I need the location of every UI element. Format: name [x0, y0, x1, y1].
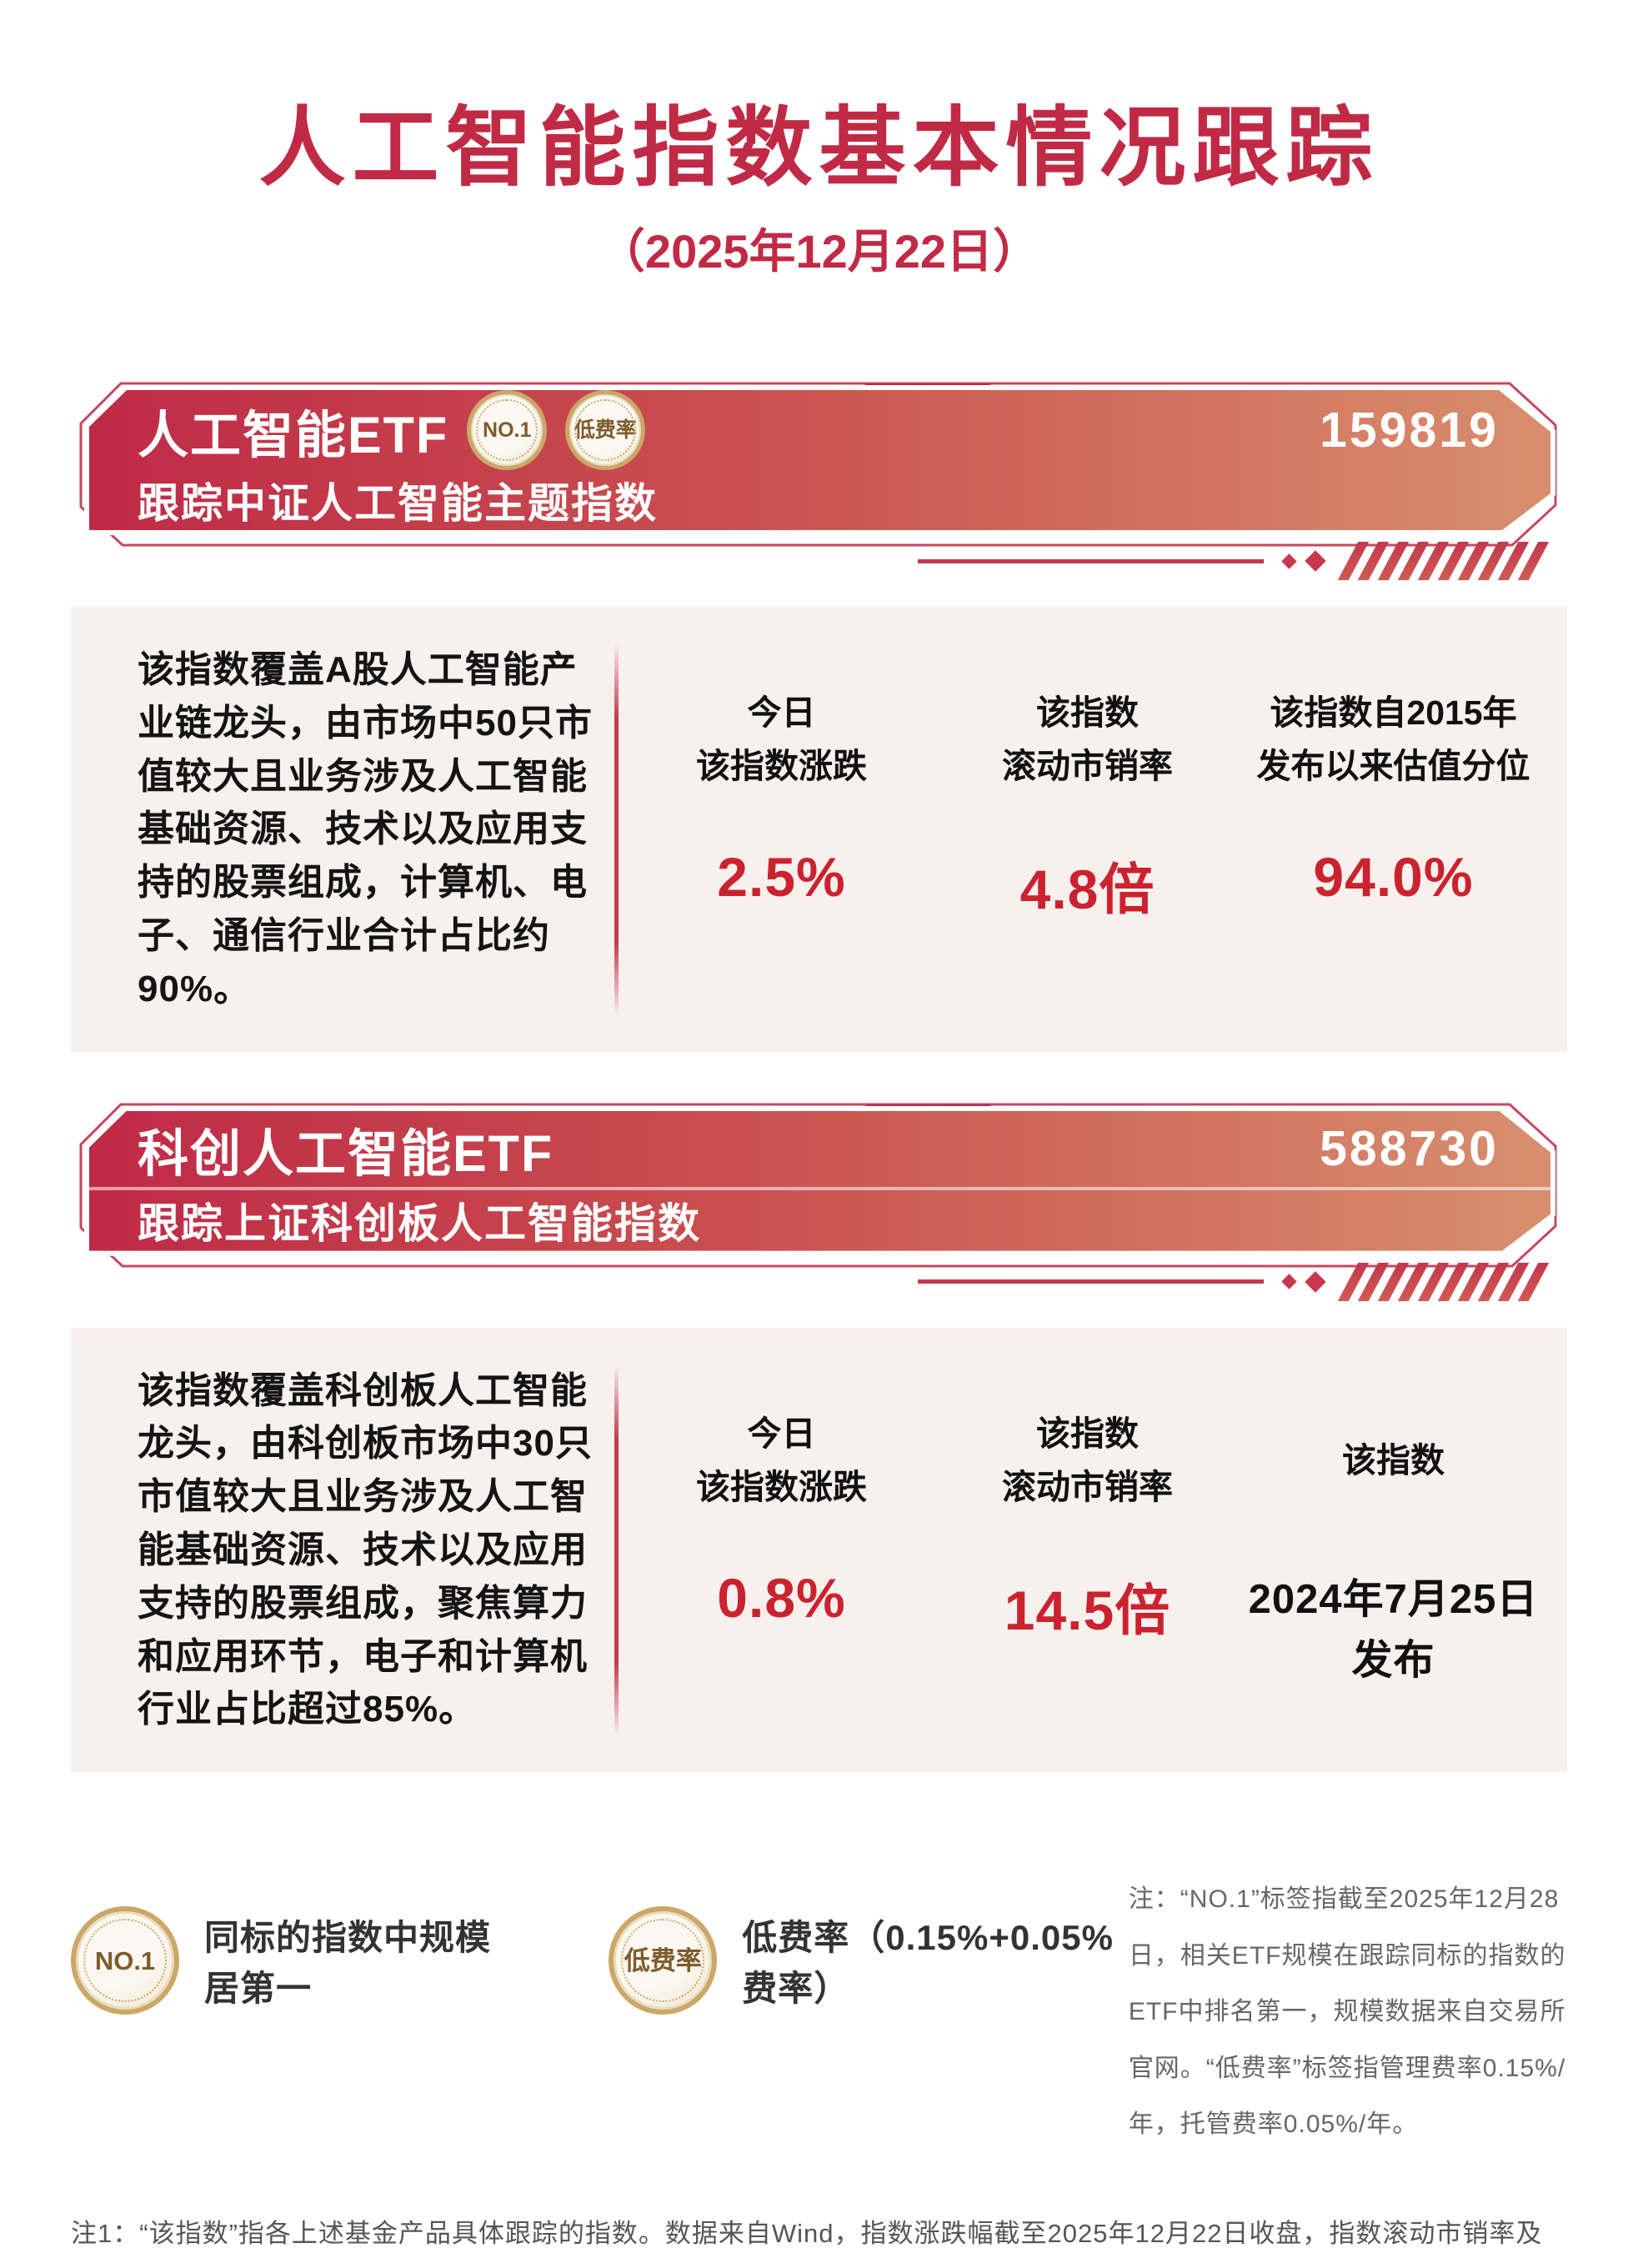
low-fee-medal-text: 低费率 [624, 1945, 702, 1975]
diamond-icon [1281, 1274, 1297, 1289]
deco-row [918, 540, 1550, 582]
low-fee-badge-text: 低费率 [574, 418, 637, 442]
etf-name: 人工智能ETF [138, 406, 449, 463]
etf-card-ai-body: 该指数覆盖A股人工智能产业链龙头，由市场中50只市值较大且业务涉及人工智能基础资… [71, 607, 1567, 1053]
stat-label: 今日 该指数涨跌 [696, 1414, 867, 1506]
badge-explanation-note: 注：“NO.1”标签指截至2025年12月28日，相关ETF规模在跟踪同标的指数… [1128, 1885, 1566, 2139]
vertical-divider [614, 643, 619, 1016]
etf-name: 科创人工智能ETF [138, 1124, 554, 1182]
slash-decoration [1337, 542, 1550, 580]
etf-card-star-ai-body: 该指数覆盖科创板人工智能龙头，由科创板市场中30只市值较大且业务涉及人工智能基础… [71, 1327, 1567, 1774]
stat-valuation-percentile: 该指数自2015年 发布以来估值分位 94.0% [1240, 683, 1546, 1016]
disclaimer-notes: 注1：“该指数”指各上述基金产品具体跟踪的指数。数据来自Wind，指数涨跌幅截至… [71, 2206, 1567, 2268]
deco-row [918, 1261, 1550, 1303]
etf-code: 588730 [1320, 1121, 1499, 1177]
slash-decoration [1337, 1262, 1550, 1301]
index-description: 该指数覆盖A股人工智能产业链龙头，由市场中50只市值较大且业务涉及人工智能基础资… [138, 649, 593, 1009]
no1-medal-icon: NO.1 [71, 1906, 179, 2015]
vertical-divider [614, 1364, 619, 1737]
deco-line [918, 558, 1264, 563]
stat-label: 该指数 滚动市销率 [1002, 1414, 1173, 1506]
stat-value: 14.5倍 [1004, 1579, 1171, 1641]
diamond-icon [1305, 550, 1326, 572]
stat-label: 该指数 滚动市销率 [1002, 693, 1173, 785]
stat-value: 2024年7月25日 发布 [1248, 1576, 1539, 1684]
low-fee-medal-group: 低费率 低费率（0.15%+0.05%费率） [609, 1906, 1129, 2015]
banner-divider [89, 1187, 1550, 1190]
page-title: 人工智能指数基本情况跟踪 [258, 100, 1380, 197]
banner: 人工智能ETF NO.1 低费率 159819 跟踪中证人工智能主题指数 [89, 390, 1550, 530]
etf-code: 159819 [1320, 403, 1499, 458]
banner-title-row: 人工智能ETF NO.1 低费率 159819 [89, 390, 1550, 470]
stat-value: 0.8% [717, 1566, 846, 1629]
low-fee-badge-icon: 低费率 [565, 390, 645, 470]
etf-card-ai: 人工智能ETF NO.1 低费率 159819 跟踪中证人工智能主题指数 [71, 375, 1567, 1053]
etf-subtitle: 跟踪中证人工智能主题指数 [138, 480, 658, 527]
etf-subtitle: 跟踪上证科创板人工智能指数 [138, 1200, 701, 1248]
diamond-icon [1305, 1270, 1326, 1293]
low-fee-medal-icon: 低费率 [609, 1906, 718, 2015]
deco-line [918, 1279, 1264, 1284]
stat-value: 94.0% [1313, 846, 1474, 908]
footer-row: NO.1 同标的指数中规模居第一 低费率 低费率（0.15%+0.05%费率） … [71, 1871, 1567, 2153]
stat-label: 该指数 [1342, 1440, 1445, 1479]
banner-frame: 人工智能ETF NO.1 低费率 159819 跟踪中证人工智能主题指数 [84, 385, 1555, 535]
note-1: 注1：“该指数”指各上述基金产品具体跟踪的指数。数据来自Wind，指数涨跌幅截至… [71, 2218, 1543, 2248]
etf-card-ai-header: 人工智能ETF NO.1 低费率 159819 跟踪中证人工智能主题指数 [71, 375, 1567, 585]
stats: 今日 该指数涨跌 0.8% 该指数 滚动市销率 14.5倍 该指数 2024年7… [629, 1364, 1546, 1737]
stat-ps-ratio: 该指数 滚动市销率 14.5倍 [934, 1404, 1240, 1737]
stat-value: 4.8倍 [1019, 859, 1155, 920]
no1-medal-group: NO.1 同标的指数中规模居第一 [71, 1906, 518, 2015]
banner-frame: 科创人工智能ETF 588730 跟踪上证科创板人工智能指数 [84, 1106, 1555, 1256]
stat-daily-change: 今日 该指数涨跌 0.8% [629, 1404, 934, 1737]
index-description: 该指数覆盖科创板人工智能龙头，由科创板市场中30只市值较大且业务涉及人工智能基础… [138, 1369, 593, 1730]
stat-ps-ratio: 该指数 滚动市销率 4.8倍 [934, 683, 1240, 1016]
stat-label: 该指数自2015年 发布以来估值分位 [1256, 693, 1530, 785]
banner: 科创人工智能ETF 588730 跟踪上证科创板人工智能指数 [89, 1111, 1550, 1251]
no1-medal-text: NO.1 [94, 1945, 156, 1975]
etf-card-star-ai-header: 科创人工智能ETF 588730 跟踪上证科创板人工智能指数 [71, 1096, 1567, 1306]
stat-value: 2.5% [717, 846, 846, 908]
no1-medal-label: 同标的指数中规模居第一 [204, 1918, 492, 2009]
etf-card-star-ai: 科创人工智能ETF 588730 跟踪上证科创板人工智能指数 [71, 1096, 1567, 1774]
page-date: （2025年12月22日） [598, 225, 1040, 278]
diamond-icon [1281, 553, 1297, 569]
stat-launch-date: 该指数 2024年7月25日 发布 [1240, 1404, 1546, 1737]
stat-daily-change: 今日 该指数涨跌 2.5% [629, 683, 934, 1016]
stats: 今日 该指数涨跌 2.5% 该指数 滚动市销率 4.8倍 该指数自2015年 发… [629, 643, 1546, 1016]
low-fee-medal-label: 低费率（0.15%+0.05%费率） [742, 1918, 1114, 2009]
no1-badge-text: NO.1 [483, 418, 532, 442]
stat-label: 今日 该指数涨跌 [696, 693, 867, 785]
no1-badge-icon: NO.1 [467, 390, 547, 470]
banner-title-row: 科创人工智能ETF 588730 [89, 1111, 1550, 1187]
